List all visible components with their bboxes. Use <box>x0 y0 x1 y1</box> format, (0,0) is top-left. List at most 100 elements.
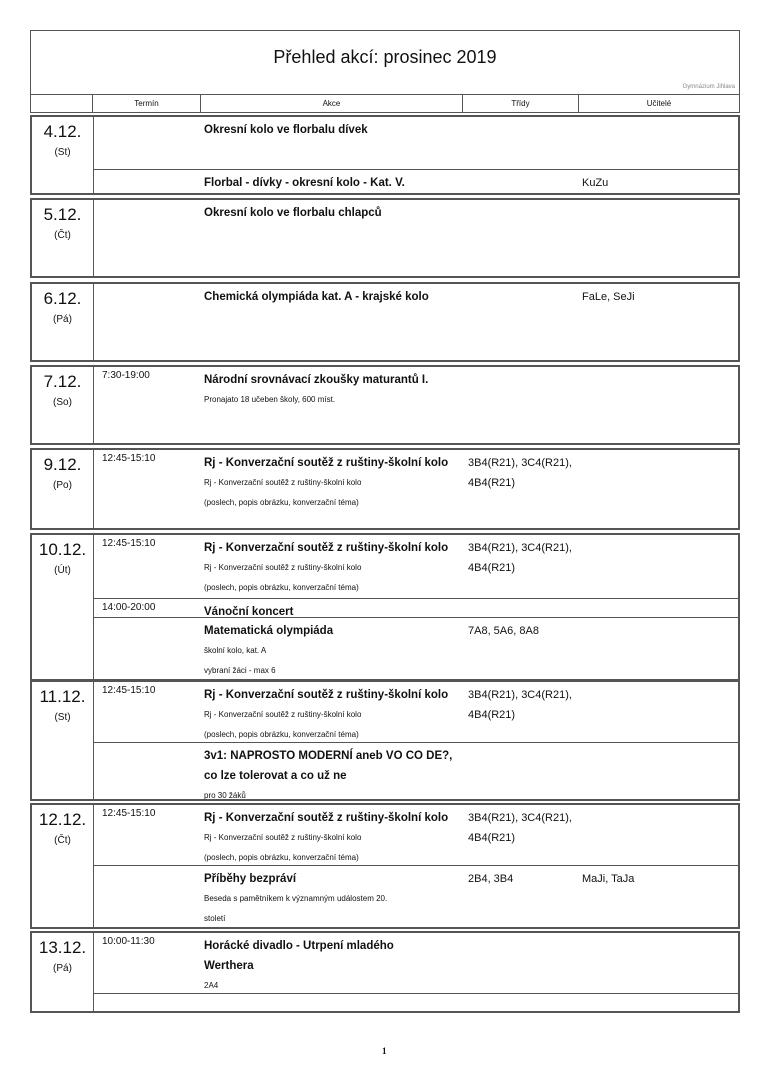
event-description: Rj - Konverzační soutěž z ruštiny-školní… <box>202 682 464 742</box>
event-title: Rj - Konverzační soutěž z ruštiny-školní… <box>204 812 449 824</box>
event-note: (poslech, popis obrázku, konverzační tém… <box>204 498 359 507</box>
event-description <box>202 994 464 1011</box>
event-title: Vánoční koncert <box>204 606 294 618</box>
day-date: 4.12. <box>43 122 82 141</box>
event-rows: Chemická olympiáda kat. A - krajské kolo… <box>94 284 738 360</box>
header-box: Přehled akcí: prosinec 2019 Gymnázium Ji… <box>30 30 740 95</box>
event-rows: 12:45-15:10 Rj - Konverzační soutěž z ruš… <box>94 535 738 679</box>
event-title: co lze tolerovat a co už ne <box>204 770 347 782</box>
day-weekday: (Pá) <box>53 963 72 974</box>
day-date: 9.12. <box>43 455 82 474</box>
col-header-time: Termín <box>93 95 201 112</box>
event-row: Příběhy bezpráví Beseda s pamětníkem k vý… <box>94 865 738 929</box>
event-title: Horácké divadlo - Utrpení mladého <box>204 940 394 952</box>
event-classes <box>464 117 580 169</box>
event-time <box>94 866 202 929</box>
event-note: pro 30 žáků <box>204 791 246 800</box>
class-list-line: 2B4, 3B4 <box>468 873 514 885</box>
event-note: století <box>204 914 226 923</box>
event-time: 10:00-11:30 <box>102 936 155 947</box>
event-row: Okresní kolo ve florbalu dívek <box>94 117 738 169</box>
event-rows: 12:45-15:10 Rj - Konverzační soutěž z ruš… <box>94 805 738 927</box>
class-list-line: 3B4(R21), 3C4(R21), <box>468 689 572 701</box>
event-row: 10:00-11:30 Horácké divadlo - Utrpení mla… <box>94 933 738 993</box>
page-title: Přehled akcí: prosinec 2019 <box>273 47 497 67</box>
event-classes: 3B4(R21), 3C4(R21), 4B4(R21) <box>464 682 580 742</box>
event-time: 14:00-20:00 <box>102 602 156 613</box>
event-rows: 7:30-19:00 Národní srovnávací zkoušky mat… <box>94 367 738 443</box>
event-teachers <box>580 367 738 443</box>
class-list-line: 4B4(R21) <box>468 832 516 844</box>
day-weekday: (Po) <box>53 480 72 491</box>
event-teachers <box>580 535 738 598</box>
event-row: 7:30-19:00 Národní srovnávací zkoušky mat… <box>94 367 738 443</box>
day-block: 10.12. (Út) 12:45-15:10 Rj - Konverzační so… <box>30 533 740 681</box>
event-note: Rj - Konverzační soutěž z ruštiny-školní… <box>204 833 362 842</box>
class-list-line: 7A8, 5A6, 8A8 <box>468 625 539 637</box>
event-row <box>94 993 738 1011</box>
event-teachers <box>580 743 738 801</box>
date-cell: 4.12. (St) <box>32 117 94 193</box>
date-cell: 5.12. (Čt) <box>32 200 94 276</box>
event-title: 3v1: NAPROSTO MODERNÍ aneb VO CO DE?, <box>204 750 453 762</box>
day-block: 7.12. (So) 7:30-19:00 Národní srovnávací zk… <box>30 365 740 445</box>
day-block: 12.12. (Čt) 12:45-15:10 Rj - Konverzační so… <box>30 803 740 929</box>
event-rows: Okresní kolo ve florbalu dívek Florbal - … <box>94 117 738 193</box>
col-header-date <box>31 95 93 112</box>
event-note: Pronajato 18 učeben školy, 600 míst. <box>204 395 336 404</box>
event-note: (poslech, popis obrázku, konverzační tém… <box>204 853 359 862</box>
event-teachers: FaLe, SeJi <box>580 284 738 360</box>
event-note: Beseda s pamětníkem k významným událoste… <box>204 894 388 903</box>
event-time <box>94 618 202 681</box>
event-classes <box>464 994 580 1011</box>
date-cell: 13.12. (Pá) <box>32 933 94 1011</box>
day-weekday: (Čt) <box>54 230 71 241</box>
class-list-line: 4B4(R21) <box>468 477 516 489</box>
day-block: 11.12. (St) 12:45-15:10 Rj - Konverzační so… <box>30 680 740 801</box>
teacher-names: MaJi, TaJa <box>582 873 635 885</box>
day-weekday: (Čt) <box>54 835 71 846</box>
event-teachers <box>580 618 738 681</box>
event-title: Příběhy bezpráví <box>204 873 297 885</box>
event-description: Rj - Konverzační soutěž z ruštiny-školní… <box>202 805 464 865</box>
day-date: 7.12. <box>43 372 82 391</box>
event-teachers <box>580 933 738 993</box>
event-classes <box>464 933 580 993</box>
day-block: 4.12. (St) Okresní kolo ve florbalu dívek F… <box>30 115 740 195</box>
day-weekday: (Pá) <box>53 314 72 325</box>
day-block: 9.12. (Po) 12:45-15:10 Rj - Konverzační sou… <box>30 448 740 530</box>
date-cell: 9.12. (Po) <box>32 450 94 528</box>
date-cell: 10.12. (Út) <box>32 535 94 679</box>
date-cell: 11.12. (St) <box>32 682 94 799</box>
event-row: Chemická olympiáda kat. A - krajské kolo… <box>94 284 738 360</box>
event-note: (poslech, popis obrázku, konverzační tém… <box>204 730 359 739</box>
event-time: 7:30-19:00 <box>102 370 150 381</box>
col-header-classes: Třídy <box>463 95 579 112</box>
event-teachers: MaJi, TaJa <box>580 866 738 929</box>
day-date: 5.12. <box>43 205 82 224</box>
event-row: 14:00-20:00 Vánoční koncert <box>94 598 738 618</box>
event-teachers <box>580 994 738 1011</box>
event-time: 12:45-15:10 <box>102 685 156 696</box>
event-classes: 3B4(R21), 3C4(R21), 4B4(R21) <box>464 805 580 865</box>
event-description: Národní srovnávací zkoušky maturantů I. P… <box>202 367 464 443</box>
day-weekday: (So) <box>53 397 72 408</box>
day-date: 13.12. <box>38 938 87 957</box>
event-row: 12:45-15:10 Rj - Konverzační soutěž z ruš… <box>94 805 738 865</box>
event-description: Příběhy bezpráví Beseda s pamětníkem k vý… <box>202 866 464 929</box>
event-classes <box>464 599 580 617</box>
event-note: Rj - Konverzační soutěž z ruštiny-školní… <box>204 710 362 719</box>
column-headers: Termín Akce Třídy Učitelé <box>30 95 740 113</box>
date-cell: 7.12. (So) <box>32 367 94 443</box>
event-classes: 3B4(R21), 3C4(R21), 4B4(R21) <box>464 450 580 528</box>
day-weekday: (Út) <box>54 565 71 576</box>
col-header-event: Akce <box>201 95 463 112</box>
event-description: Rj - Konverzační soutěž z ruštiny-školní… <box>202 535 464 598</box>
col-header-teachers: Učitelé <box>646 99 672 108</box>
day-date: 12.12. <box>38 810 87 829</box>
event-time: 12:45-15:10 <box>102 453 156 464</box>
class-list-line: 3B4(R21), 3C4(R21), <box>468 812 572 824</box>
event-description: Rj - Konverzační soutěž z ruštiny-školní… <box>202 450 464 528</box>
event-note: školní kolo, kat. A <box>204 646 267 655</box>
event-description: Chemická olympiáda kat. A - krajské kolo <box>202 284 464 360</box>
